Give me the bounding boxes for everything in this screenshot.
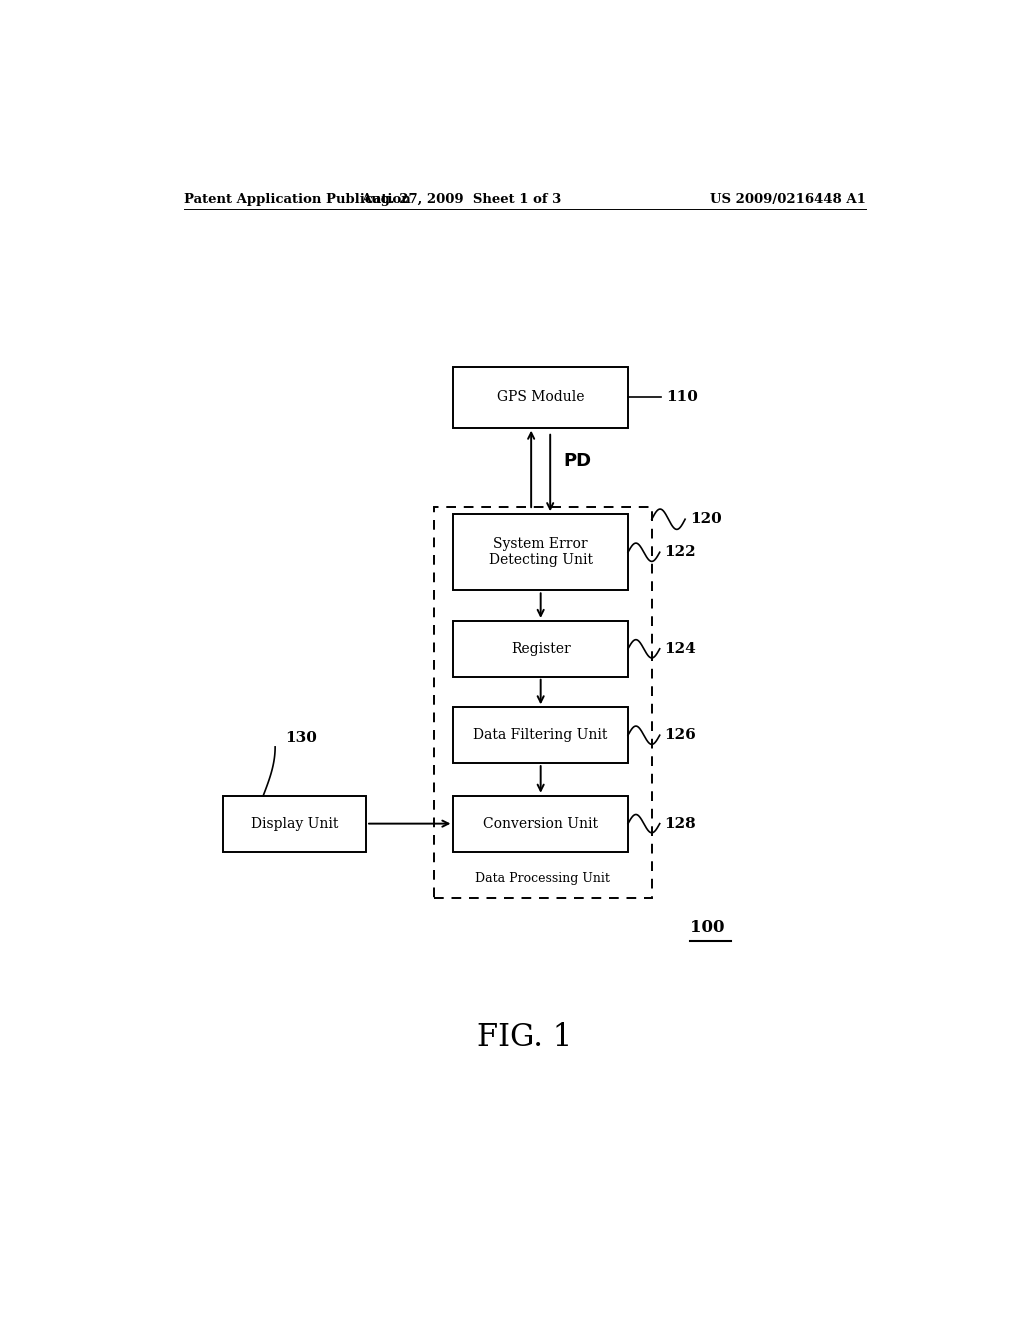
Bar [454, 367, 628, 428]
Text: Patent Application Publication: Patent Application Publication [183, 193, 411, 206]
Bar [454, 796, 628, 851]
Text: GPS Module: GPS Module [497, 391, 585, 404]
Text: Register: Register [511, 642, 570, 656]
Text: Data Filtering Unit: Data Filtering Unit [473, 729, 608, 742]
Bar [223, 796, 367, 851]
Text: Display Unit: Display Unit [251, 817, 338, 830]
Bar [433, 507, 652, 899]
Bar [454, 515, 628, 590]
Text: 120: 120 [690, 512, 722, 527]
Text: Conversion Unit: Conversion Unit [483, 817, 598, 830]
Text: 122: 122 [665, 545, 696, 560]
Text: FIG. 1: FIG. 1 [477, 1022, 572, 1053]
Text: Aug. 27, 2009  Sheet 1 of 3: Aug. 27, 2009 Sheet 1 of 3 [361, 193, 561, 206]
Text: 130: 130 [286, 731, 317, 744]
Text: 100: 100 [690, 919, 724, 936]
Text: 110: 110 [666, 391, 698, 404]
Text: US 2009/0216448 A1: US 2009/0216448 A1 [711, 193, 866, 206]
Text: System Error
Detecting Unit: System Error Detecting Unit [488, 537, 593, 568]
Text: 126: 126 [665, 729, 696, 742]
Bar [454, 708, 628, 763]
Text: 124: 124 [665, 642, 696, 656]
Text: PD: PD [563, 451, 591, 470]
Bar [454, 620, 628, 677]
Text: Data Processing Unit: Data Processing Unit [475, 873, 610, 886]
Text: 128: 128 [665, 817, 696, 830]
